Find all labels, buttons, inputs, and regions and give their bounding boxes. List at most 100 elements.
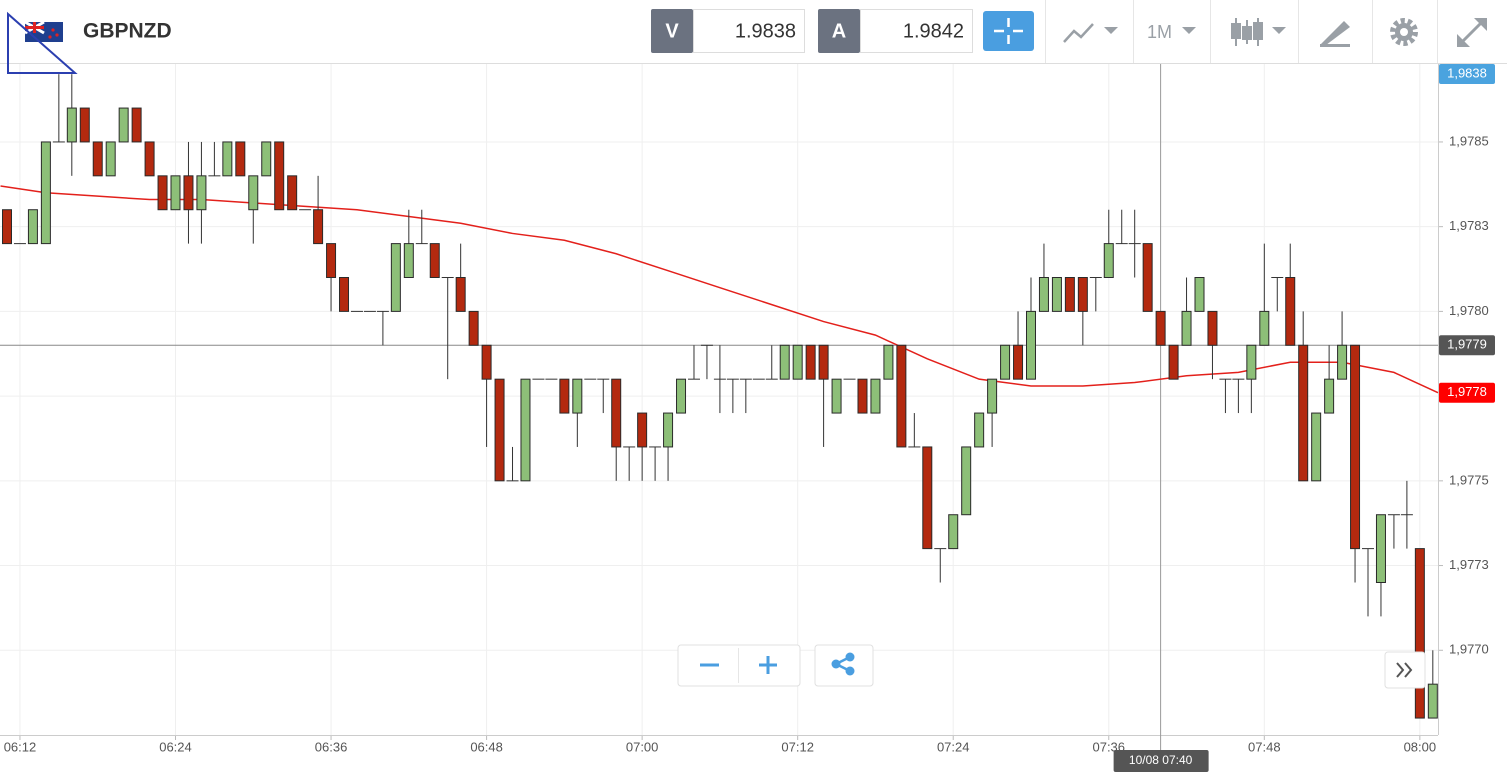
candle-body xyxy=(79,107,90,143)
price-tag-label: 1,9838 xyxy=(1447,65,1487,80)
candle-body xyxy=(313,209,324,245)
candle-body xyxy=(792,344,803,380)
candle-body xyxy=(1194,277,1205,312)
flag xyxy=(24,20,63,42)
x-tick-label: 07:48 xyxy=(1248,739,1281,754)
buy-button[interactable]: A 1.9842 xyxy=(818,9,973,53)
x-tick-label: 07:24 xyxy=(937,739,970,754)
separators xyxy=(1045,0,1438,63)
draw-button[interactable] xyxy=(1320,21,1350,47)
x-tick-label: 07:00 xyxy=(626,739,659,754)
zoom-in[interactable] xyxy=(759,656,777,674)
price-tag xyxy=(1439,64,1495,84)
scroll-end-button[interactable] xyxy=(1384,651,1426,689)
candle-body xyxy=(1000,344,1011,380)
candle-body xyxy=(1259,310,1270,346)
candle-body xyxy=(1298,344,1309,482)
candle-body xyxy=(1350,344,1361,550)
sell-price: 1.9838 xyxy=(735,20,796,42)
zoom-controls xyxy=(677,644,1426,689)
y-tick-label: 1,9785 xyxy=(1449,133,1489,148)
header: GBPNZD V 1.9838 A 1.9842 xyxy=(0,0,1507,74)
candle-body xyxy=(1324,378,1335,414)
buy-label: A xyxy=(832,20,846,42)
candle-body xyxy=(1103,243,1114,279)
candle-body xyxy=(559,378,570,414)
candle-body xyxy=(922,446,933,550)
candle-body xyxy=(676,378,687,414)
candle-body xyxy=(468,310,479,346)
crosshair-y-tag xyxy=(1439,335,1495,356)
candle-body xyxy=(222,141,233,177)
chart-type-button[interactable] xyxy=(1231,18,1286,46)
candle-body xyxy=(144,141,155,177)
candle-body xyxy=(118,107,129,143)
candle-body xyxy=(183,175,194,211)
candle-body xyxy=(1025,310,1036,380)
candle-body xyxy=(27,209,38,245)
candle-body xyxy=(831,378,842,414)
candle-body xyxy=(339,277,350,312)
candle-body xyxy=(287,175,298,211)
indicator-button[interactable] xyxy=(1063,23,1118,43)
candle-body xyxy=(1142,243,1153,312)
candle-body xyxy=(105,141,116,177)
selection-outline xyxy=(7,11,78,74)
candle-body xyxy=(1285,277,1296,346)
y-tick-label: 1,9783 xyxy=(1449,218,1489,233)
x-tick-label: 06:48 xyxy=(470,739,503,754)
y-tick-label: 1,9780 xyxy=(1449,303,1489,318)
x-tick-label: 06:36 xyxy=(315,739,348,754)
price-tag xyxy=(1439,382,1495,403)
x-tick-label: 08:00 xyxy=(1404,739,1437,754)
candle-body xyxy=(1038,277,1049,312)
price-tag-label: 1,9778 xyxy=(1447,384,1487,399)
candle-body xyxy=(663,412,674,448)
candle-body xyxy=(131,107,142,143)
candle-body xyxy=(1207,310,1218,346)
candle-body xyxy=(66,107,77,143)
candle-body xyxy=(455,277,466,312)
candle-body xyxy=(92,141,103,177)
crosshair-x-label: 10/08 07:40 xyxy=(1129,753,1193,767)
candle-body xyxy=(611,378,622,448)
symbol: GBPNZD xyxy=(83,20,172,43)
y-tick-label: 1,9770 xyxy=(1449,642,1489,657)
candle-body xyxy=(429,243,440,279)
sell-button[interactable]: V 1.9838 xyxy=(651,9,805,53)
moving-average xyxy=(0,185,1439,394)
candle-body xyxy=(1246,344,1257,380)
candle-body xyxy=(157,175,168,211)
candle-body xyxy=(261,141,272,177)
settings-button[interactable] xyxy=(1390,18,1418,46)
crosshair-button[interactable] xyxy=(983,11,1034,51)
candle-body xyxy=(1414,548,1425,719)
x-tick-label: 06:12 xyxy=(4,739,37,754)
x-tick-label: 07:12 xyxy=(781,739,814,754)
candle-body xyxy=(987,378,998,414)
candle-body xyxy=(1375,514,1386,584)
interval-button[interactable]: 1M xyxy=(1147,22,1196,42)
candle-body xyxy=(1427,683,1438,719)
candle-body xyxy=(1311,412,1322,482)
candle-body xyxy=(481,344,492,380)
candle-body xyxy=(1168,344,1179,380)
candle-body xyxy=(818,344,829,380)
candle-body xyxy=(948,514,959,550)
candle-body xyxy=(572,378,583,414)
candle-body xyxy=(1181,310,1192,346)
share-button[interactable] xyxy=(814,644,874,687)
interval: 1M xyxy=(1147,22,1172,42)
candle-body xyxy=(1,209,12,245)
crosshair-y-label: 1,9779 xyxy=(1447,337,1487,352)
crosshair-x-tag xyxy=(1113,750,1209,772)
candle-body xyxy=(883,344,894,380)
candle-body xyxy=(870,378,881,414)
candle-body xyxy=(1064,277,1075,312)
candle-body xyxy=(403,243,414,279)
fullscreen-button[interactable] xyxy=(1457,18,1487,47)
candle-body xyxy=(274,141,285,211)
candle-body xyxy=(1337,344,1348,380)
candle-body xyxy=(974,412,985,448)
